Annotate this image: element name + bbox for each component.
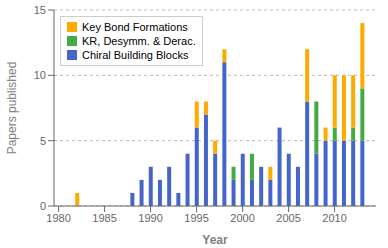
html-text:KR, Desymm. & Derac.: KR, Desymm. & Derac. [82, 35, 196, 47]
svg-text:2005: 2005 [276, 212, 300, 224]
svg-text:Year: Year [202, 233, 228, 247]
html-text:Chiral Building Blocks: Chiral Building Blocks [82, 49, 189, 61]
svg-text:2010: 2010 [322, 212, 346, 224]
svg-text:1980: 1980 [46, 212, 70, 224]
svg-text:1990: 1990 [138, 212, 162, 224]
svg-text:10: 10 [34, 69, 46, 81]
svg-text:0: 0 [40, 200, 46, 212]
svg-text:1985: 1985 [92, 212, 116, 224]
svg-text:1995: 1995 [184, 212, 208, 224]
svg-text:Papers published: Papers published [8, 62, 19, 155]
svg-text:5: 5 [40, 135, 46, 147]
html-text:Key Bond Formations: Key Bond Formations [82, 21, 188, 33]
svg-text:2000: 2000 [230, 212, 254, 224]
svg-text:15: 15 [34, 4, 46, 16]
